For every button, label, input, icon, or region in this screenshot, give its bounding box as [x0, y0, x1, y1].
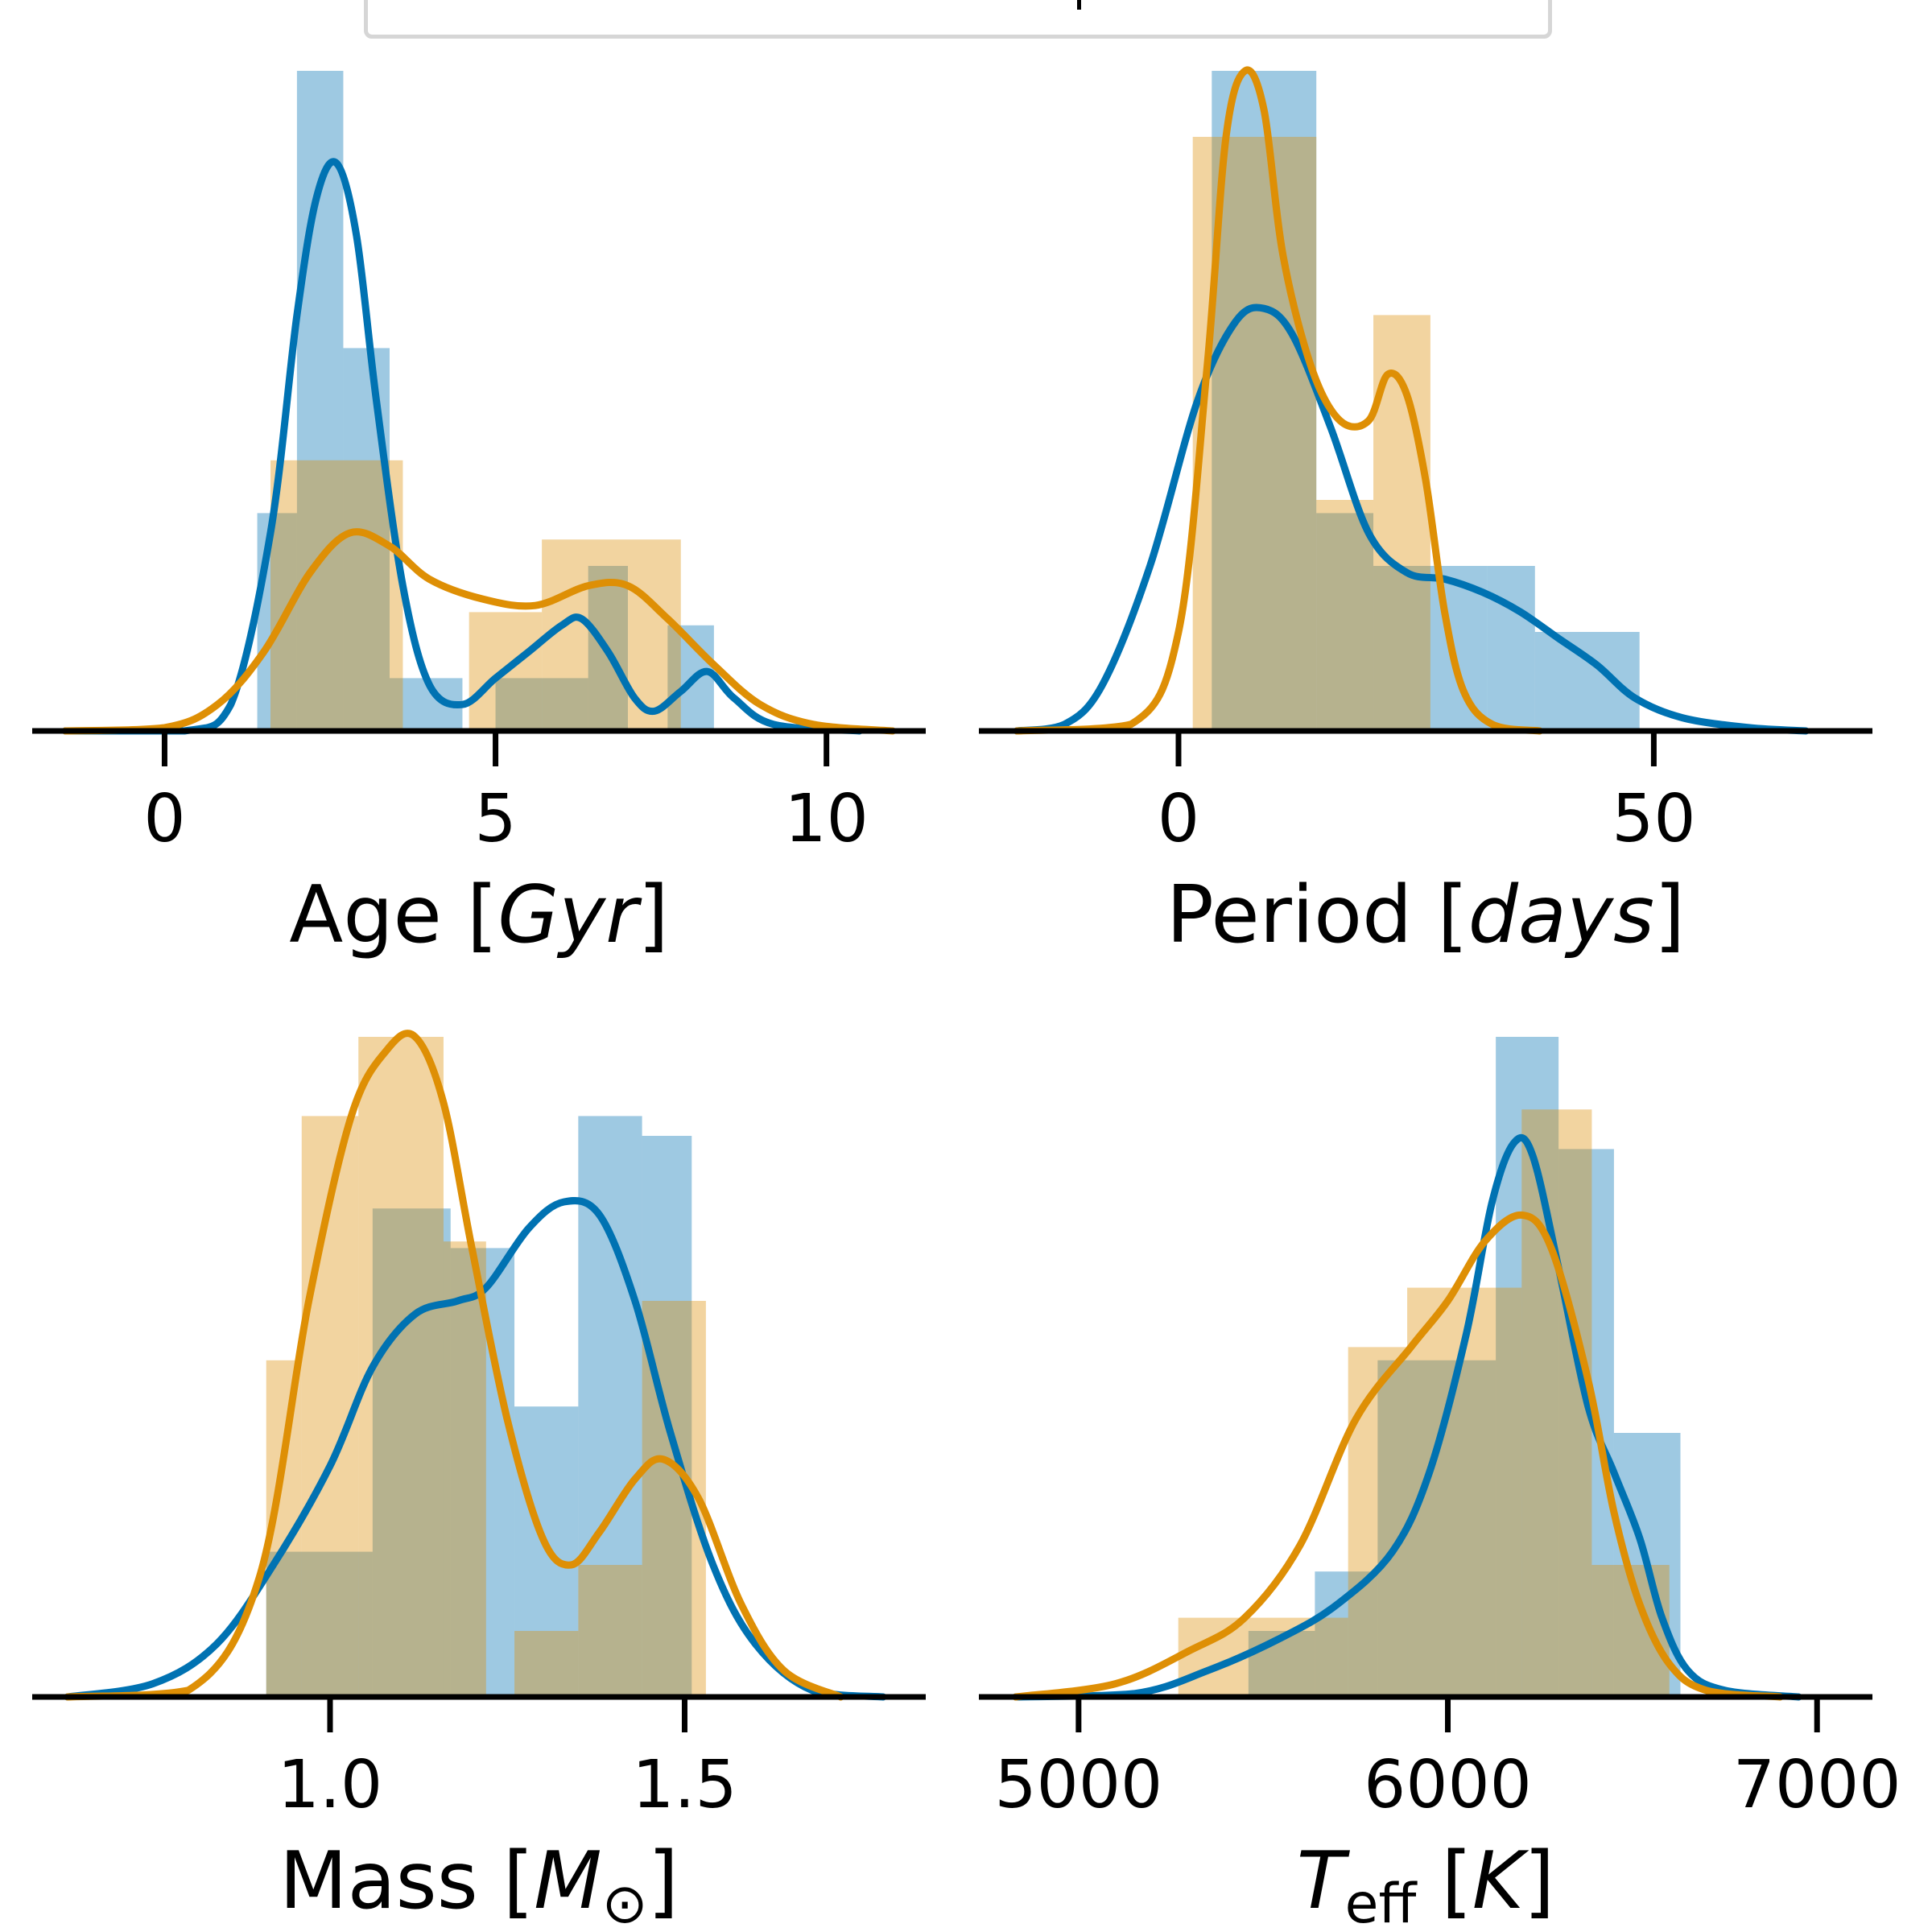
legend-divider	[1077, 0, 1081, 10]
teff-x-tick-label-1: 6000	[1364, 1747, 1532, 1823]
mass-orange-kde-line	[64, 1030, 844, 1701]
mass-blue-hist-bar-1	[372, 1208, 451, 1697]
age-blue-kde-line	[61, 158, 864, 735]
mass-orange-hist-bar-6	[578, 1565, 642, 1697]
teff-blue-kde-line	[1012, 1133, 1802, 1701]
legend-box	[364, 0, 1552, 39]
mass-blue-hist-bar-4	[578, 1116, 642, 1697]
mass-x-axis-title: Mass [M⊙]	[279, 1835, 679, 1932]
chart-period: 0 50 Period [days]	[979, 66, 1872, 961]
chart-teff: 5000 6000 7000 Teff [K]	[979, 1037, 1901, 1932]
teff-blue-hist-bar-0	[1248, 1631, 1315, 1697]
age-blue-hist-bar-0	[257, 513, 297, 731]
mass-x-tick-label-0: 1.0	[278, 1747, 382, 1823]
period-blue-hist-bar-1	[1316, 513, 1374, 731]
age-x-axis-title: Age [Gyr]	[289, 869, 668, 961]
period-blue-hist-bar-4	[1534, 632, 1640, 731]
period-blue-kde-line	[1013, 303, 1810, 735]
age-orange-hist-bar-0	[270, 460, 403, 731]
period-blue-hist-bar-0	[1212, 71, 1317, 731]
mass-blue-kde-line	[64, 1197, 887, 1701]
mass-x-tick-label-1: 1.5	[632, 1747, 737, 1823]
teff-blue-hist-bar-1	[1315, 1571, 1378, 1697]
chart-mass: 1.0 1.5 Mass [M⊙]	[32, 1030, 926, 1932]
mass-blue-hist-bar-0	[266, 1551, 373, 1697]
teff-blue-hist-bar-4	[1558, 1149, 1614, 1697]
mass-orange-hist-bar-5	[514, 1631, 579, 1697]
teff-orange-hist-bar-2	[1348, 1347, 1408, 1697]
mass-blue-hist-bar-2	[450, 1248, 515, 1697]
age-orange-kde-line	[61, 528, 897, 735]
teff-blue-hist-bar-2	[1377, 1360, 1496, 1697]
teff-x-tick-label-2: 7000	[1733, 1747, 1901, 1823]
teff-orange-hist-bar-4	[1521, 1109, 1592, 1697]
teff-orange-kde-line	[1012, 1211, 1784, 1701]
mass-orange-hist-bar-3	[443, 1241, 486, 1697]
period-blue-hist-bar-3	[1487, 566, 1535, 731]
age-blue-hist-bar-5	[495, 678, 588, 731]
period-x-axis-title: Period [days]	[1166, 869, 1686, 961]
chart-age: 0 5 10 Age [Gyr]	[32, 71, 926, 961]
age-orange-hist-bar-3	[542, 539, 681, 731]
age-x-tick-label-0: 0	[143, 781, 185, 857]
period-x-tick-label-0: 0	[1158, 781, 1199, 857]
teff-x-tick-label-0: 5000	[994, 1747, 1162, 1823]
period-orange-hist-bar-0	[1192, 137, 1317, 731]
teff-x-axis-title: Teff [K]	[1297, 1835, 1554, 1932]
period-orange-hist-bar-1	[1316, 500, 1374, 731]
age-x-tick-label-1: 5	[474, 781, 516, 857]
age-x-tick-label-2: 10	[784, 781, 868, 857]
period-orange-kde-line	[1013, 66, 1544, 735]
period-x-tick-label-1: 50	[1612, 781, 1695, 857]
